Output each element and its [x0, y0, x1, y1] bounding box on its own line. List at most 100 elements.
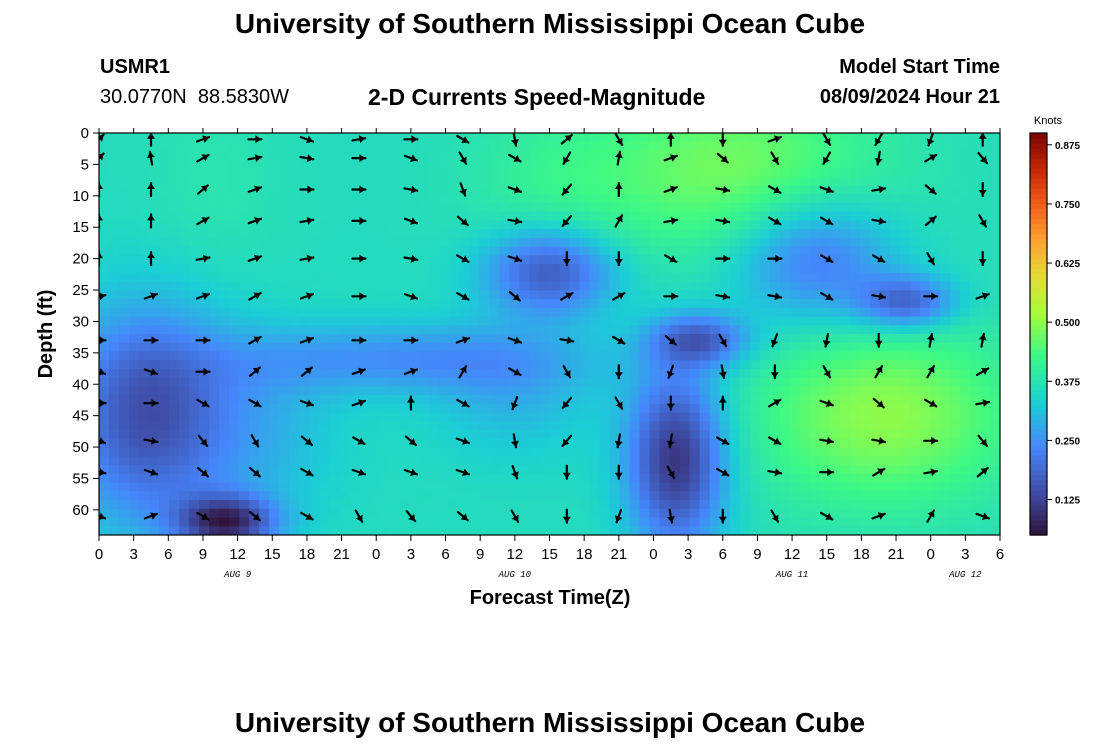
heatmap-cell	[219, 159, 230, 169]
heatmap-cell	[399, 307, 410, 318]
heatmap-cell	[419, 141, 430, 152]
heatmap-cell	[189, 447, 200, 457]
current-arrow	[147, 181, 155, 198]
heatmap-cell	[689, 386, 701, 396]
heatmap-cell	[119, 456, 130, 466]
heatmap-cell	[819, 176, 831, 187]
heatmap-cell	[369, 386, 380, 396]
current-arrow	[926, 332, 935, 348]
heatmap-cell	[129, 167, 140, 178]
colorbar-segment	[1030, 514, 1047, 521]
heatmap-cell	[589, 342, 601, 353]
heatmap-cell	[629, 395, 641, 405]
colorbar-segment	[1030, 334, 1047, 340]
heatmap-cell	[339, 430, 350, 440]
current-arrow	[248, 292, 262, 301]
heatmap-cell	[499, 299, 511, 309]
heatmap-cell	[469, 395, 481, 405]
heatmap-cell	[739, 412, 751, 422]
heatmap-cell	[739, 133, 751, 143]
heatmap-cell	[569, 500, 581, 510]
heatmap-cell	[659, 307, 671, 318]
x-tick-label: 6	[719, 546, 727, 563]
heatmap-cell	[629, 307, 641, 318]
heatmap-cell	[819, 307, 831, 318]
heatmap-cell	[769, 229, 781, 239]
heatmap-cell	[709, 220, 721, 230]
heatmap-cell	[739, 351, 751, 361]
heatmap-cell	[239, 307, 250, 318]
heatmap-cell	[559, 351, 571, 361]
heatmap-cell	[629, 491, 641, 501]
heatmap-cell	[529, 290, 541, 300]
heatmap-cell	[139, 517, 150, 527]
current-arrow	[924, 215, 937, 227]
heatmap-cell	[969, 281, 981, 291]
heatmap-cell	[609, 220, 621, 230]
current-arrow	[351, 336, 367, 345]
x-tick-label: 21	[888, 546, 905, 563]
heatmap-cell	[629, 351, 641, 361]
heatmap-cell	[549, 517, 561, 527]
heatmap-cell	[689, 194, 701, 204]
heatmap-cell	[279, 220, 290, 230]
heatmap-cell	[239, 299, 250, 309]
heatmap-cell	[309, 386, 320, 396]
current-arrow	[147, 251, 155, 267]
heatmap-cell	[929, 491, 941, 501]
heatmap-cell	[899, 517, 911, 527]
heatmap-cell	[719, 473, 731, 484]
heatmap-cell	[829, 360, 841, 370]
heatmap-cell	[759, 395, 771, 405]
heatmap-cell	[699, 465, 711, 475]
heatmap-cell	[249, 447, 260, 457]
heatmap-cell	[189, 482, 200, 492]
heatmap-cell	[389, 167, 400, 178]
current-arrow	[767, 185, 782, 194]
heatmap-cell	[409, 465, 420, 475]
heatmap-cell	[279, 202, 290, 213]
heatmap-cell	[529, 299, 541, 309]
heatmap-cell	[369, 368, 380, 379]
heatmap-cell	[749, 290, 761, 300]
heatmap-cell	[229, 395, 240, 405]
heatmap-cell	[519, 403, 531, 414]
heatmap-cell	[199, 167, 210, 178]
heatmap-cell	[539, 386, 551, 396]
heatmap-cell	[849, 325, 861, 335]
heatmap-cell	[159, 438, 170, 449]
heatmap-cell	[919, 342, 931, 353]
heatmap-cell	[789, 517, 801, 527]
heatmap-cell	[159, 281, 170, 291]
heatmap-cell	[329, 272, 340, 283]
heatmap-cell	[179, 185, 190, 195]
heatmap-cell	[469, 473, 481, 484]
heatmap-cell	[349, 141, 360, 152]
heatmap-cell	[409, 167, 420, 178]
heatmap-cell	[839, 465, 851, 475]
heatmap-cell	[849, 517, 861, 527]
heatmap-cell	[429, 255, 440, 265]
heatmap-cell	[409, 194, 420, 204]
heatmap-cell	[379, 517, 390, 527]
heatmap-cell	[539, 447, 551, 457]
heatmap-cell	[819, 526, 831, 535]
heatmap-cell	[109, 456, 120, 466]
heatmap-cell	[809, 482, 821, 492]
heatmap-cell	[719, 316, 731, 326]
heatmap-cell	[109, 255, 120, 265]
colorbar-segment	[1030, 138, 1047, 144]
current-arrow	[614, 396, 624, 410]
heatmap-cell	[399, 386, 410, 396]
x-axis: 0 3 6 9 12 15 18 21 0 3 6 9 12 15 18 21 0 3 6 9 12 15 18 21 0 3 6A…	[95, 128, 1004, 580]
heatmap-cell	[609, 264, 621, 274]
heatmap-cell	[239, 508, 250, 519]
heatmap-cell	[749, 220, 761, 230]
heatmap-cell	[99, 237, 110, 248]
heatmap-cell	[199, 360, 210, 370]
heatmap-cell	[299, 202, 310, 213]
heatmap-cell	[409, 526, 420, 535]
heatmap-cell	[759, 299, 771, 309]
heatmap-cell	[189, 307, 200, 318]
heatmap-cell	[419, 150, 430, 160]
